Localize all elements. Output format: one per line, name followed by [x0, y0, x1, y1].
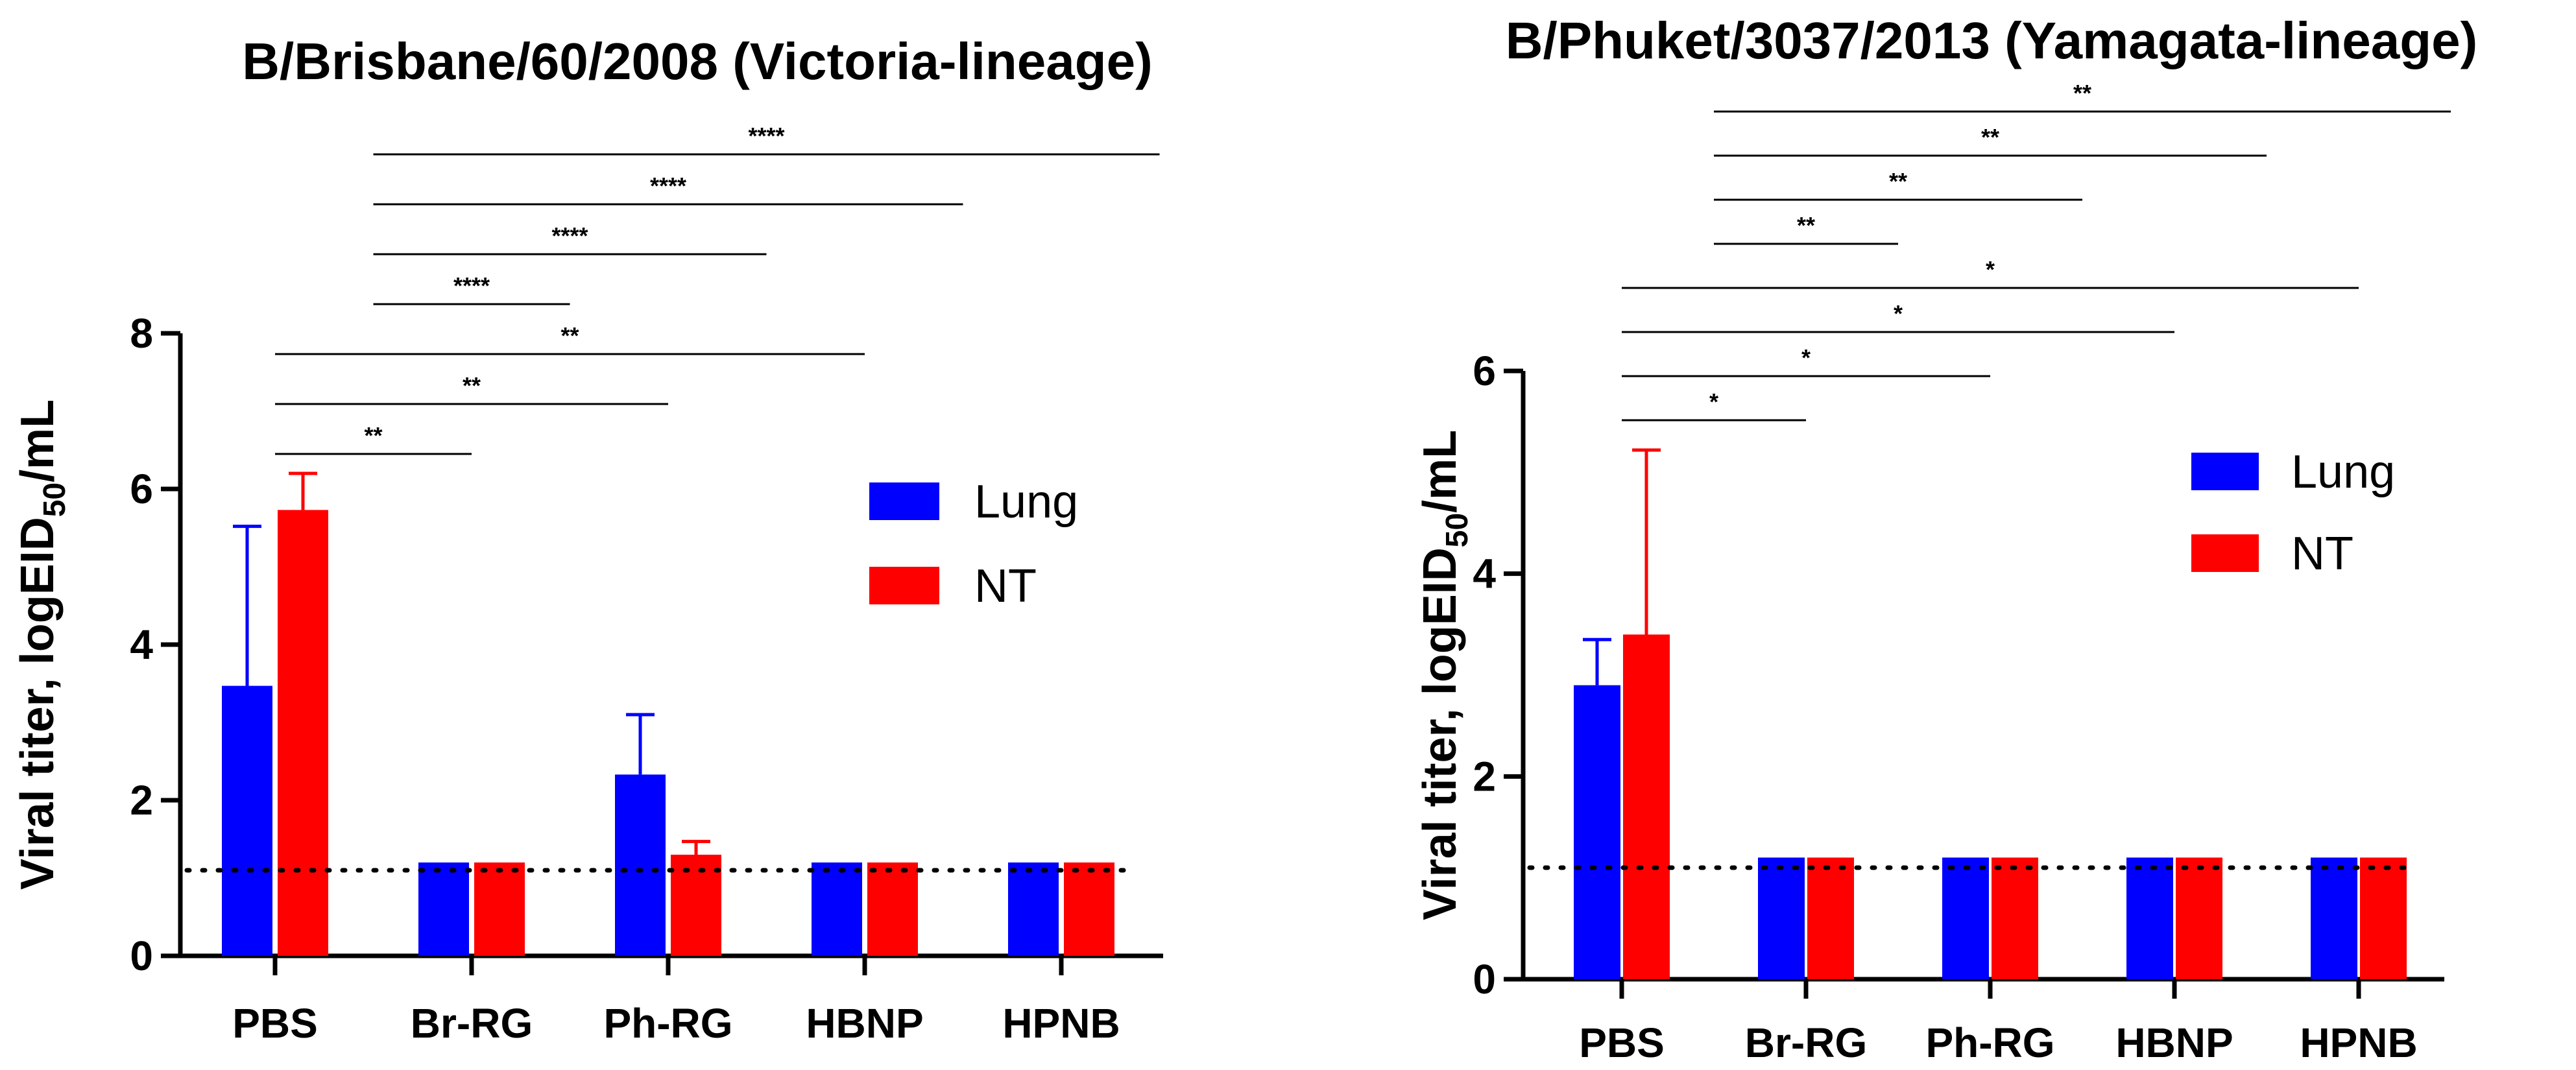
- y-axis-label-subscript: 50: [38, 482, 72, 517]
- y-axis-label-main: Viral titer, logEID: [1414, 547, 1466, 920]
- significance-label: **: [1981, 124, 1999, 150]
- bar-lung-ph-rg: [615, 774, 666, 956]
- legend-label-nt: NT: [974, 560, 1037, 612]
- significance-label: *: [1801, 344, 1811, 371]
- bar-nt-hpnb: [1064, 862, 1114, 956]
- legend-swatch-lung: [2191, 453, 2259, 490]
- significance-label: **: [364, 422, 382, 449]
- bar-lung-hbnp: [2126, 857, 2173, 979]
- bar-nt-br-rg: [474, 862, 525, 956]
- chart-title: B/Brisbane/60/2008 (Victoria-lineage): [242, 32, 1153, 90]
- x-tick-label: HBNP: [806, 1000, 923, 1047]
- y-axis-label: Viral titer, logEID50/mL: [1414, 430, 1475, 920]
- legend-label-nt: NT: [2291, 528, 2353, 580]
- x-tick-label: PBS: [232, 1000, 318, 1047]
- bar-nt-pbs: [1623, 634, 1670, 979]
- bar-nt-pbs: [278, 510, 328, 956]
- bar-nt-ph-rg: [671, 855, 721, 956]
- significance-label: *: [1894, 300, 1903, 327]
- legend-label-lung: Lung: [2291, 446, 2395, 498]
- significance-label: ****: [748, 123, 784, 149]
- significance-label: **: [1889, 168, 1907, 195]
- significance-label: ****: [650, 172, 686, 199]
- y-axis-label-unit: /mL: [1414, 430, 1466, 513]
- bar-nt-hpnb: [2360, 857, 2407, 979]
- y-tick-label: 0: [130, 933, 153, 979]
- x-tick-label: Br-RG: [411, 1000, 533, 1047]
- bar-lung-hpnb: [2311, 857, 2357, 979]
- significance-label: ****: [551, 222, 588, 249]
- y-axis-label-unit: /mL: [12, 399, 64, 482]
- x-tick-label: HBNP: [2115, 1019, 2233, 1066]
- significance-label: **: [2073, 80, 2091, 106]
- x-tick-label: PBS: [1579, 1019, 1665, 1066]
- significance-label: ****: [453, 272, 490, 299]
- legend-label-lung: Lung: [974, 476, 1078, 528]
- y-tick-label: 4: [1473, 551, 1496, 597]
- bar-lung-br-rg: [1758, 857, 1805, 979]
- bar-nt-hbnp: [2176, 857, 2222, 979]
- chart-panel-2: B/Phuket/3037/2013 (Yamagata-lineage) Vir…: [1414, 12, 2477, 1066]
- bar-lung-br-rg: [418, 862, 469, 956]
- y-tick-label: 6: [1473, 348, 1496, 394]
- bar-lung-hpnb: [1008, 862, 1059, 956]
- significance-label: **: [463, 372, 481, 399]
- chart-panel-1: B/Brisbane/60/2008 (Victoria-lineage) Vir…: [12, 32, 1163, 1047]
- legend-swatch-lung: [869, 482, 939, 520]
- bar-nt-br-rg: [1807, 857, 1854, 979]
- chart-title: B/Phuket/3037/2013 (Yamagata-lineage): [1506, 12, 2477, 69]
- bar-nt-ph-rg: [1992, 857, 2038, 979]
- x-tick-label: Ph-RG: [1925, 1019, 2054, 1066]
- legend-swatch-nt: [2191, 534, 2259, 572]
- y-tick-label: 2: [130, 777, 153, 824]
- x-tick-label: HPNB: [2300, 1019, 2417, 1066]
- bar-lung-pbs: [222, 685, 272, 956]
- y-axis-label: Viral titer, logEID50/mL: [12, 399, 72, 890]
- y-tick-label: 2: [1473, 753, 1496, 800]
- bar-lung-pbs: [1574, 685, 1620, 979]
- significance-label: **: [1797, 212, 1815, 239]
- y-tick-label: 6: [130, 466, 153, 512]
- y-tick-label: 8: [130, 310, 153, 357]
- x-tick-label: Br-RG: [1745, 1019, 1867, 1066]
- x-tick-label: HPNB: [1002, 1000, 1120, 1047]
- significance-label: *: [1709, 388, 1718, 415]
- bar-lung-hbnp: [812, 862, 862, 956]
- bar-nt-hbnp: [867, 862, 918, 956]
- y-axis-label-subscript: 50: [1440, 513, 1475, 547]
- significance-label: *: [1986, 256, 1995, 283]
- x-tick-label: Ph-RG: [603, 1000, 732, 1047]
- significance-label: **: [560, 322, 579, 349]
- bar-lung-ph-rg: [1942, 857, 1989, 979]
- y-tick-label: 4: [130, 621, 153, 668]
- legend-swatch-nt: [869, 567, 939, 604]
- y-axis-label-main: Viral titer, logEID: [12, 517, 64, 890]
- y-tick-label: 0: [1473, 956, 1496, 1003]
